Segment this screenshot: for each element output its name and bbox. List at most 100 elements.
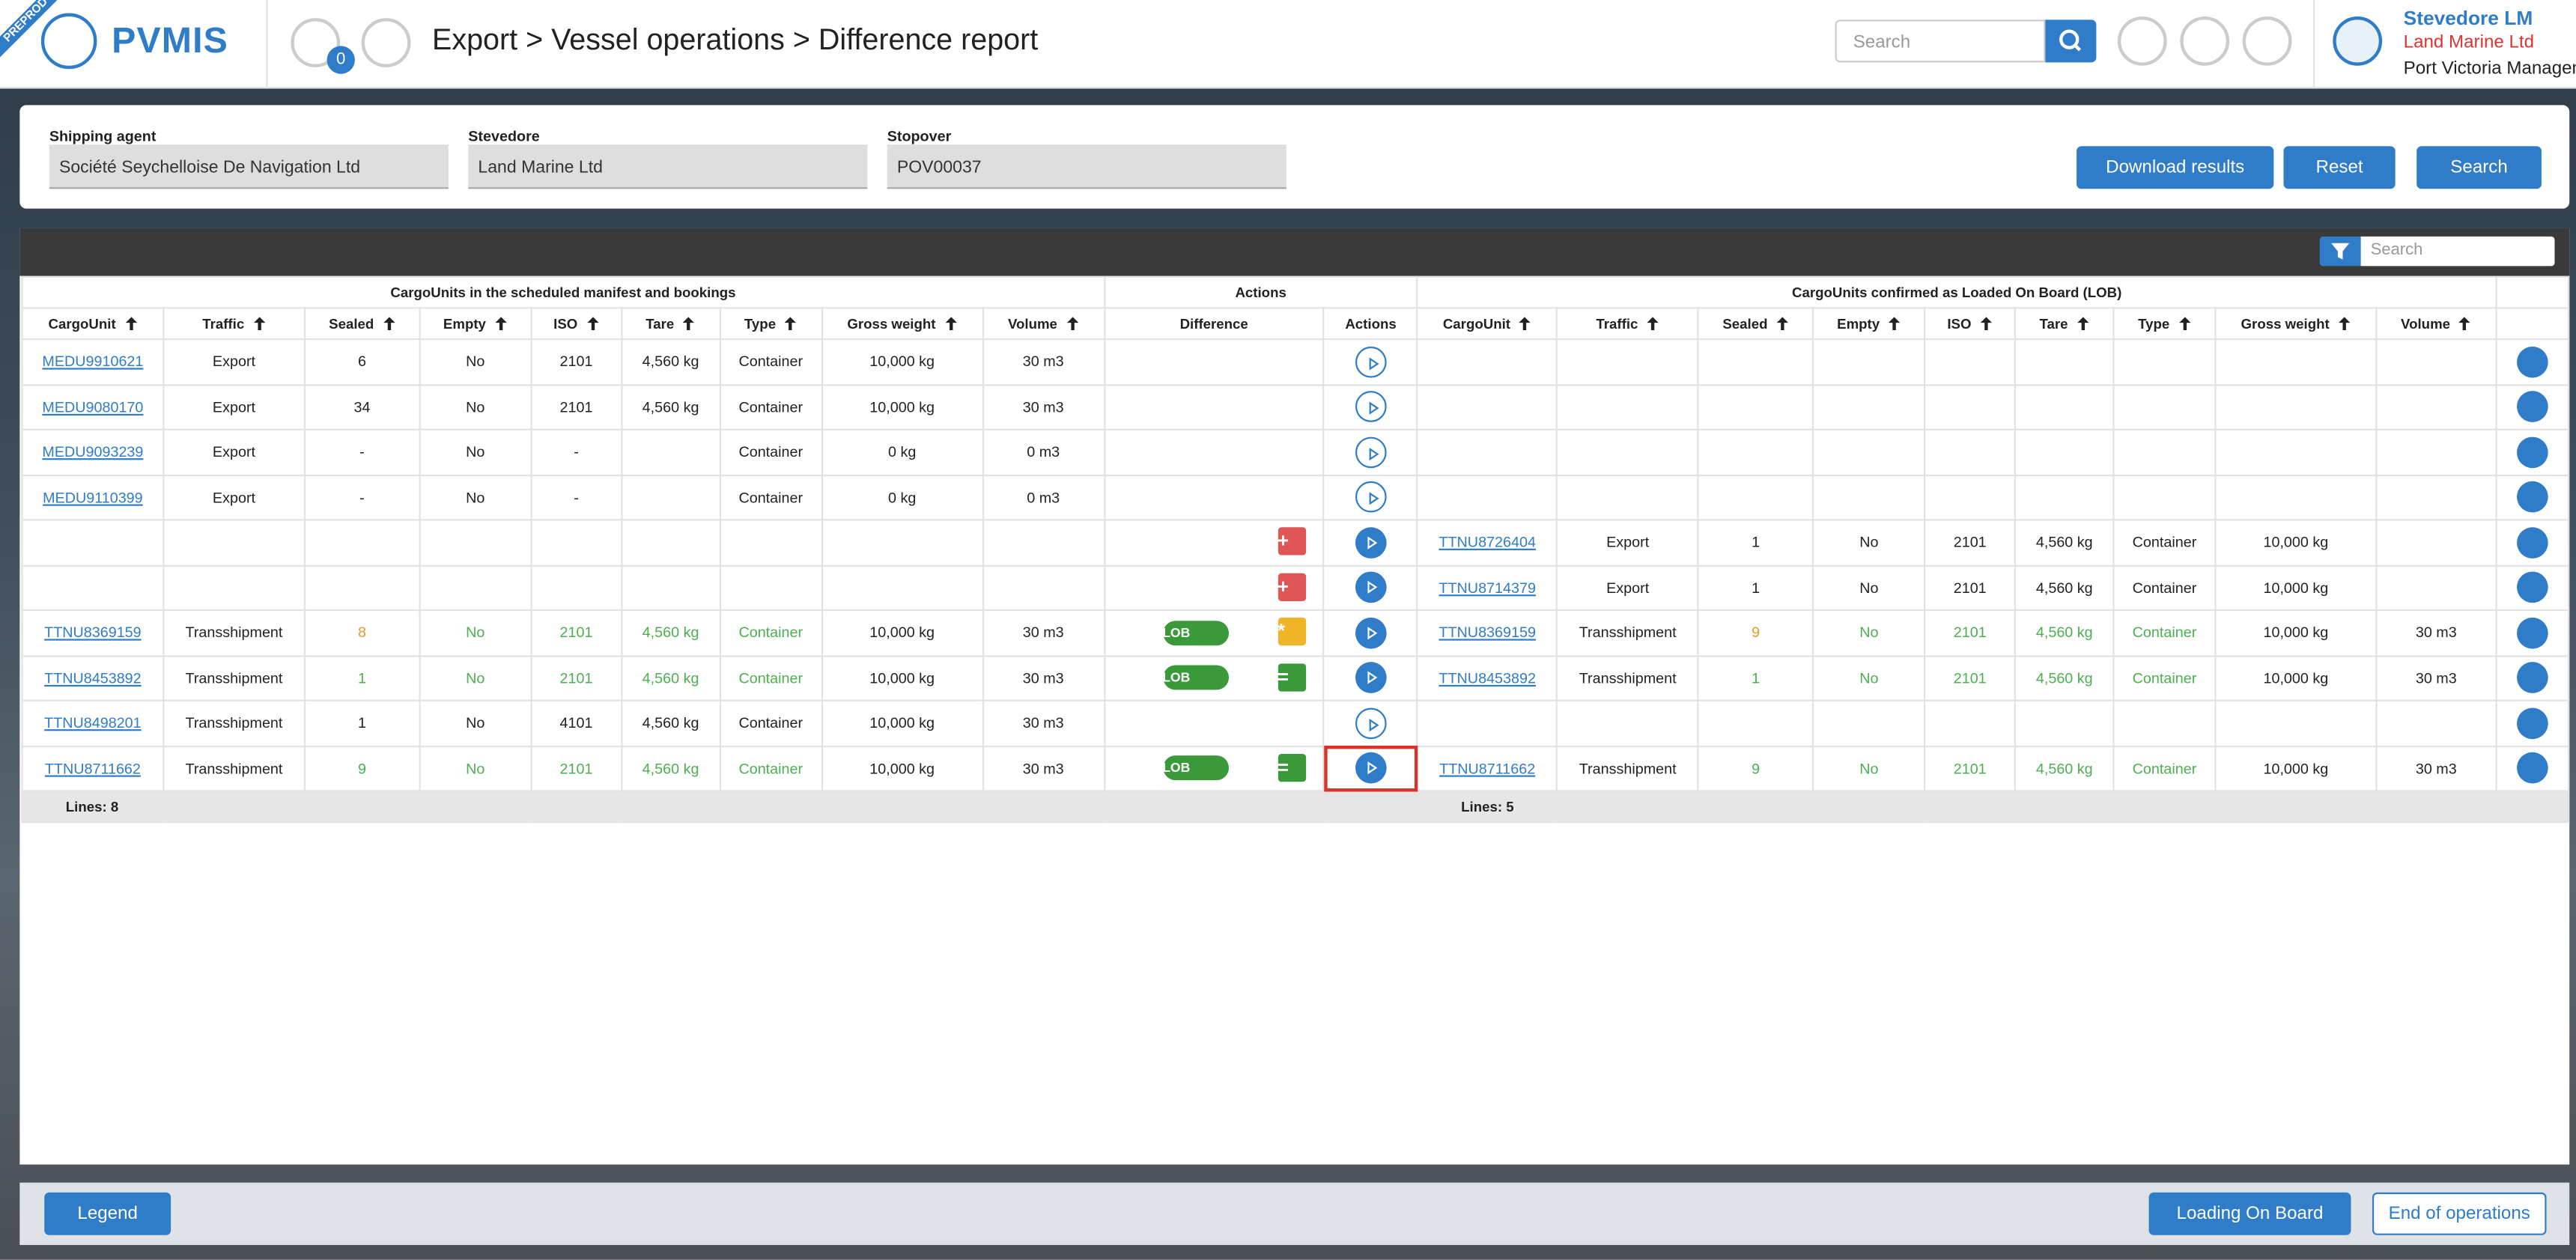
column-header[interactable]: Traffic (1556, 307, 1700, 341)
play-button[interactable] (1355, 617, 1387, 649)
edit-button[interactable] (2516, 617, 2548, 649)
edit-button[interactable] (2516, 391, 2548, 423)
edit-button[interactable] (2516, 752, 2548, 785)
cell: - (530, 428, 622, 476)
cargo-unit-link[interactable]: TTNU8726404 (1439, 534, 1536, 551)
filter-button[interactable]: Reset (2283, 146, 2396, 189)
play-button[interactable] (1355, 346, 1387, 378)
column-header[interactable]: Gross weight (2214, 307, 2378, 341)
difference-cell (1103, 473, 1325, 521)
cargo-unit-link[interactable]: TTNU8711662 (1439, 760, 1536, 777)
end-of-operations-button[interactable]: End of operations (2372, 1192, 2547, 1235)
cell-text: No (466, 624, 485, 642)
documents-button[interactable] (291, 18, 341, 67)
cell (1697, 473, 1814, 521)
edit-button[interactable] (2516, 346, 2548, 378)
difference-icon: = (1277, 752, 1306, 782)
refresh-button[interactable] (361, 18, 411, 67)
edit-button[interactable] (2516, 662, 2548, 694)
loading-on-board-button[interactable]: Loading On Board (2148, 1192, 2351, 1235)
cargo-unit-link[interactable]: MEDU9093239 (42, 443, 144, 460)
column-header[interactable]: ISO (530, 307, 622, 341)
cell-text: 10,000 kg (2263, 579, 2329, 596)
cell-text: 2101 (559, 353, 593, 371)
play-button[interactable] (1355, 436, 1387, 468)
group-header: CargoUnits in the scheduled manifest and… (21, 276, 1105, 309)
line-count: Lines: 8 (21, 790, 1419, 824)
cell: 4,560 kg (620, 654, 721, 701)
search-input[interactable]: Search (1835, 19, 2046, 63)
column-header[interactable]: Traffic (162, 307, 306, 341)
column-header[interactable]: CargoUnit (1416, 307, 1558, 341)
legend-button[interactable]: Legend (44, 1192, 171, 1235)
column-header[interactable]: Volume (982, 307, 1105, 341)
column-header[interactable]: Volume (2375, 307, 2497, 341)
play-button[interactable] (1355, 526, 1387, 559)
cell (1556, 383, 1700, 430)
foot: Lines: 8 Lines: 5 (21, 790, 2570, 824)
cell: 4101 (530, 699, 622, 747)
cell: Container (719, 473, 823, 521)
play-button[interactable] (1355, 707, 1387, 739)
cell: Container (719, 428, 823, 476)
column-header[interactable]: ISO (1924, 307, 2017, 341)
column-header[interactable]: Empty (419, 307, 532, 341)
filter-button[interactable]: Download results (2077, 146, 2274, 189)
cargo-unit-link[interactable]: TTNU8714379 (1439, 579, 1536, 596)
table-search[interactable]: Search (2360, 236, 2555, 267)
cell-text: - (574, 443, 579, 460)
edit-button[interactable] (2516, 572, 2548, 603)
cargo-unit-link[interactable]: TTNU8369159 (1439, 624, 1536, 642)
cell: TTNU8714379 (1416, 564, 1558, 612)
column-header[interactable]: Type (719, 307, 823, 341)
field-value[interactable]: Société Seychelloise De Navigation Ltd (49, 144, 449, 189)
field-value[interactable]: POV00037 (887, 144, 1287, 189)
difference-cell (1103, 338, 1325, 386)
column-header[interactable]: Empty (1812, 307, 1926, 341)
cell-text: No (1859, 760, 1879, 777)
difference-icon: * (1277, 617, 1306, 646)
column-header[interactable]: Tare (620, 307, 721, 341)
column-header[interactable]: Sealed (303, 307, 421, 341)
cell: 9 (303, 744, 421, 792)
play-button[interactable] (1355, 391, 1387, 423)
cell-text: 2101 (1953, 760, 1987, 777)
cargo-unit-link[interactable]: TTNU8453892 (44, 669, 142, 687)
cargo-unit-link[interactable]: MEDU9080170 (42, 398, 144, 416)
avatar[interactable] (2333, 16, 2383, 66)
cell-text: - (359, 489, 365, 506)
cargo-unit-link[interactable]: TTNU8498201 (44, 714, 142, 731)
settings-button[interactable] (2180, 16, 2230, 66)
cell (2014, 473, 2115, 521)
play-button[interactable] (1355, 752, 1387, 785)
cargo-unit-link[interactable]: MEDU9910621 (42, 353, 144, 371)
edit-button[interactable] (2516, 707, 2548, 739)
column-header[interactable]: Gross weight (821, 307, 984, 341)
separator (2312, 0, 2315, 88)
power-button[interactable] (2117, 16, 2167, 66)
cargo-unit-link[interactable]: TTNU8369159 (44, 624, 142, 642)
edit-button[interactable] (2516, 481, 2548, 514)
play-button[interactable] (1355, 662, 1387, 694)
column-header[interactable]: CargoUnit (21, 307, 165, 341)
column-header[interactable]: Sealed (1697, 307, 1814, 341)
play-button[interactable] (1355, 481, 1387, 514)
column-header[interactable]: Type (2112, 307, 2217, 341)
field-value[interactable]: Land Marine Ltd (468, 144, 868, 189)
info-button[interactable] (2242, 16, 2292, 66)
logo[interactable]: PVMIS (112, 19, 228, 61)
column-label: Traffic (1596, 315, 1638, 332)
edit-button[interactable] (2516, 526, 2548, 559)
edit-button[interactable] (2516, 436, 2548, 468)
cell-text: 0 kg (887, 489, 917, 506)
filter-button[interactable]: Search (2416, 146, 2542, 189)
cell: Container (719, 654, 823, 701)
filter-button[interactable] (2319, 236, 2361, 267)
cargo-unit-link[interactable]: MEDU9110399 (43, 489, 143, 506)
column-header[interactable]: Tare (2014, 307, 2115, 341)
play-button[interactable] (1355, 572, 1387, 603)
cargo-unit-link[interactable]: TTNU8453892 (1439, 669, 1536, 687)
column-label: Difference (1179, 315, 1248, 332)
cargo-unit-link[interactable]: TTNU8711662 (44, 760, 141, 777)
search-button[interactable] (2045, 19, 2097, 63)
